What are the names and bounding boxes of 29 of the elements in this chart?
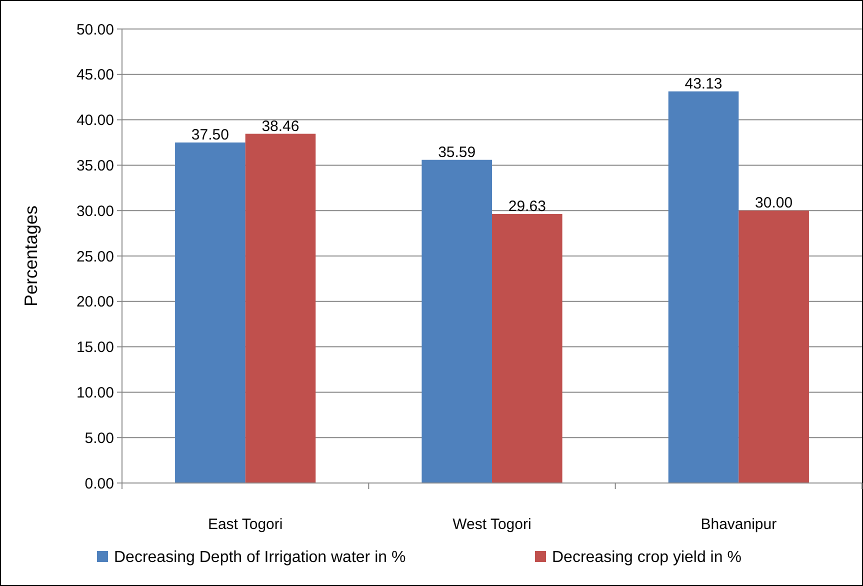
bar [492, 214, 562, 483]
y-tick-label: 30.00 [76, 202, 114, 220]
bar [422, 160, 492, 483]
data-label: 38.46 [262, 118, 300, 135]
data-label: 37.50 [191, 126, 229, 144]
x-tick-label: East Togori [208, 516, 283, 533]
legend-label: Decreasing crop yield in % [552, 549, 742, 566]
x-tick-label: Bhavanipur [700, 516, 777, 533]
bar [245, 134, 316, 483]
bar [175, 142, 246, 483]
y-tick-label: 10.00 [76, 384, 114, 402]
data-label: 29.63 [508, 198, 546, 215]
data-label: 30.00 [755, 194, 793, 212]
data-label: 35.59 [438, 144, 476, 161]
data-label: 43.13 [684, 75, 722, 92]
y-tick-label: 20.00 [76, 294, 114, 311]
x-tick-label: West Togori [452, 516, 532, 533]
y-tick-label: 5.00 [84, 430, 114, 447]
y-tick-label: 40.00 [76, 112, 114, 130]
legend-label: Decreasing Depth of Irrigation water in % [114, 549, 406, 566]
y-tick-label: 45.00 [76, 66, 114, 84]
y-tick-label: 15.00 [76, 339, 114, 356]
bar [738, 210, 809, 483]
y-axis-title: Percentages [21, 205, 41, 307]
y-tick-label: 25.00 [76, 248, 114, 266]
y-tick-label: 0.00 [84, 475, 114, 492]
bar [668, 91, 739, 483]
y-tick-label: 35.00 [76, 157, 114, 174]
y-tick-label: 50.00 [76, 21, 114, 38]
